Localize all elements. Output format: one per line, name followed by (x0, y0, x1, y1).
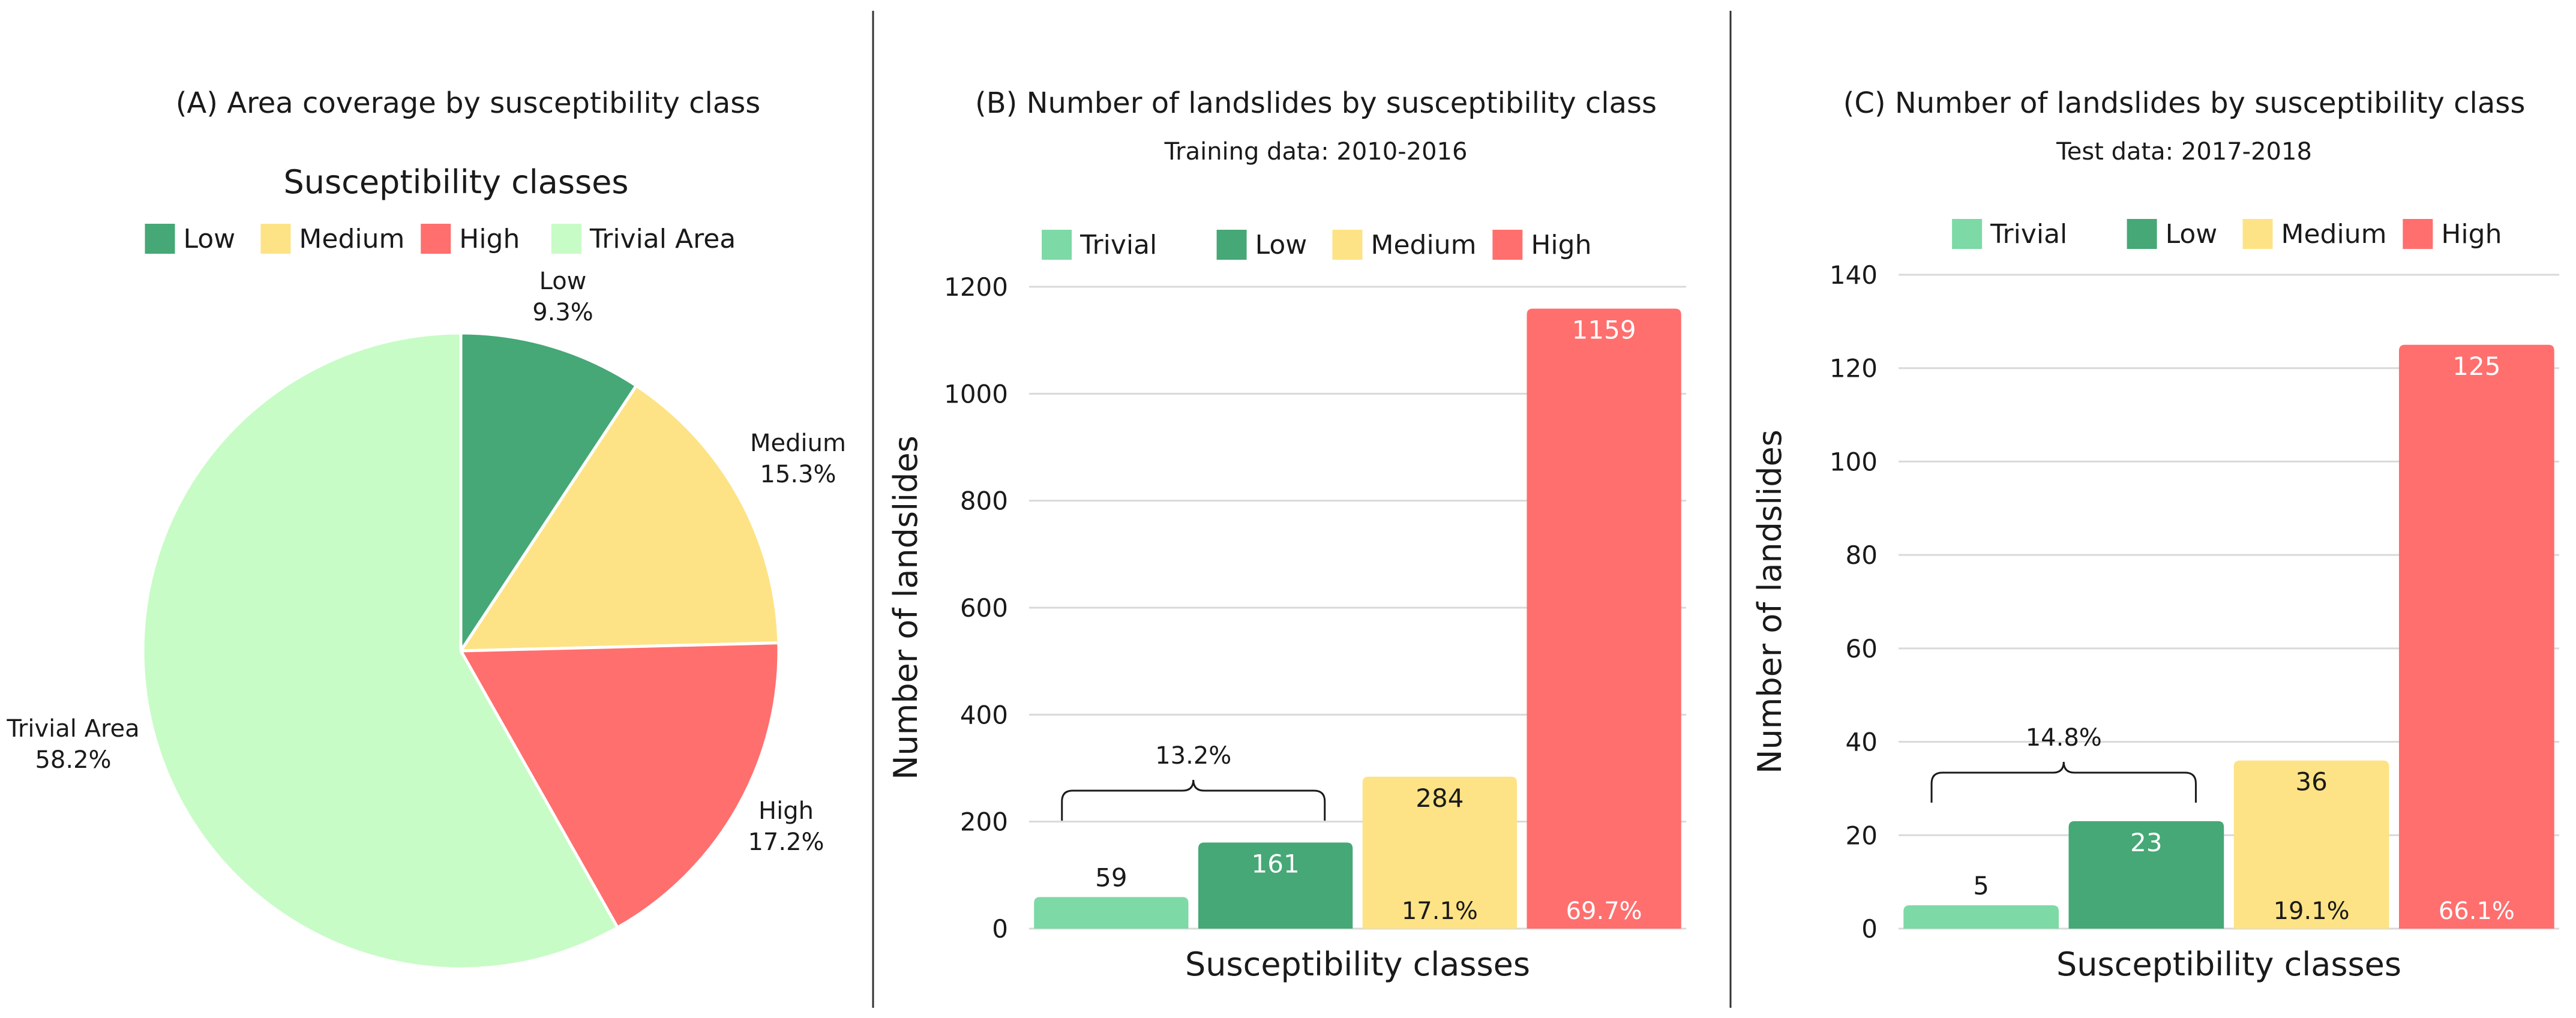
training-percent-label-medium: 17.1% (1402, 897, 1478, 925)
training-ytick-label: 1200 (944, 272, 1008, 302)
training-legend-label-trivial: Trivial (1079, 230, 1157, 260)
training-value-label-high: 1159 (1572, 316, 1636, 345)
test-x-axis-label: Susceptibility classes (2056, 945, 2401, 983)
training-brace-percent: 13.2% (1155, 742, 1231, 770)
test-chart: (C) Number of landslides by susceptibili… (1751, 86, 2559, 983)
training-bar-medium (1362, 776, 1518, 929)
pie-legend-label-medium: Medium (299, 224, 404, 254)
test-ytick-label: 80 (1846, 540, 1878, 570)
pie-slice-percent-low: 9.3% (532, 299, 593, 326)
training-title: (B) Number of landslides by susceptibili… (975, 86, 1657, 120)
test-legend-label-low: Low (2166, 219, 2218, 250)
test-legend-swatch-trivial (1952, 219, 1983, 249)
training-value-label-trivial: 59 (1095, 863, 1127, 892)
training-percent-label-high: 69.7% (1566, 897, 1642, 925)
test-ytick-label: 60 (1846, 634, 1878, 663)
pie-legend-label-high: High (459, 224, 520, 254)
test-bar-medium (2233, 760, 2389, 929)
test-bar-trivial (1903, 905, 2059, 929)
pie-slice-percent-high: 17.2% (748, 828, 824, 856)
test-legend-label-high: High (2441, 219, 2502, 250)
training-ytick-label: 0 (992, 914, 1008, 944)
pie-legend-label-low: Low (184, 224, 236, 254)
pie-title: (A) Area coverage by susceptibility clas… (176, 86, 761, 120)
training-value-label-low: 161 (1252, 849, 1300, 878)
training-ytick-label: 600 (960, 593, 1008, 623)
pie-slice-trivial-area (141, 331, 620, 971)
training-y-axis-label: Number of landslides (887, 436, 925, 780)
test-value-label-trivial: 5 (1973, 871, 1989, 900)
pie-slice-label-high: High (758, 797, 814, 825)
test-legend-label-medium: Medium (2281, 219, 2387, 250)
training-ytick-label: 800 (960, 487, 1008, 516)
test-y-axis-label: Number of landslides (1751, 430, 1789, 774)
training-legend-swatch-trivial (1042, 230, 1072, 260)
pie-slice-medium (458, 383, 781, 653)
pie-slice-label-trivial-area: Trivial Area (6, 715, 139, 743)
test-value-label-low: 23 (2130, 828, 2162, 857)
test-value-label-high: 125 (2452, 352, 2500, 381)
training-legend-swatch-high (1492, 230, 1523, 260)
training-x-axis-label: Susceptibility classes (1185, 945, 1530, 983)
test-ytick-label: 120 (1830, 354, 1878, 383)
pie-legend-title: Susceptibility classes (284, 163, 629, 201)
test-ytick-label: 0 (1861, 914, 1878, 944)
training-legend-label-low: Low (1255, 230, 1308, 260)
test-bar-high (2399, 344, 2554, 929)
training-bar-high (1527, 308, 1681, 929)
test-value-label-medium: 36 (2295, 767, 2327, 797)
test-legend-swatch-high (2403, 219, 2433, 249)
test-bar-low (2068, 821, 2224, 929)
test-legend-swatch-low (2127, 219, 2157, 249)
training-value-label-medium: 284 (1416, 783, 1464, 813)
test-percent-label-medium: 19.1% (2274, 897, 2350, 925)
training-bar-low (1198, 842, 1353, 929)
training-brace (1061, 779, 1326, 821)
training-bar-trivial (1034, 897, 1189, 929)
pie-slice-label-medium: Medium (750, 430, 846, 457)
test-brace-percent: 14.8% (2026, 724, 2102, 752)
pie-slice-high (458, 641, 781, 930)
test-ytick-label: 140 (1830, 260, 1878, 290)
test-ytick-label: 100 (1830, 447, 1878, 476)
test-subtitle: Test data: 2017-2018 (2056, 138, 2312, 166)
training-legend-label-medium: Medium (1371, 230, 1477, 260)
pie-slice-label-low: Low (539, 268, 587, 295)
pie-legend-swatch-medium (260, 224, 291, 254)
test-legend-label-trivial: Trivial (1990, 219, 2067, 250)
training-ytick-label: 1000 (944, 379, 1008, 409)
pie-slice-low (459, 331, 638, 656)
test-brace (1930, 761, 2197, 803)
training-chart: (B) Number of landslides by susceptibili… (887, 86, 1686, 983)
pie-slice-percent-trivial-area: 58.2% (35, 746, 111, 774)
training-legend-label-high: High (1531, 230, 1591, 260)
pie-legend-swatch-trivial-area (551, 224, 581, 254)
pie-legend-label-trivial-area: Trivial Area (589, 224, 736, 254)
training-legend-swatch-medium (1332, 230, 1363, 260)
test-ytick-label: 40 (1846, 728, 1878, 757)
test-percent-label-high: 66.1% (2439, 897, 2515, 925)
training-subtitle: Training data: 2010-2016 (1164, 138, 1468, 166)
test-legend-swatch-medium (2242, 219, 2273, 249)
pie-legend-swatch-high (421, 224, 451, 254)
test-ytick-label: 20 (1846, 821, 1878, 850)
test-title: (C) Number of landslides by susceptibili… (1843, 86, 2526, 120)
training-ytick-label: 400 (960, 700, 1008, 729)
training-legend-swatch-low (1216, 230, 1247, 260)
training-ytick-label: 200 (960, 807, 1008, 837)
pie-legend-swatch-low (145, 224, 175, 254)
pie-slice-percent-medium: 15.3% (760, 461, 836, 488)
pie-chart: (A) Area coverage by susceptibility clas… (6, 86, 846, 971)
